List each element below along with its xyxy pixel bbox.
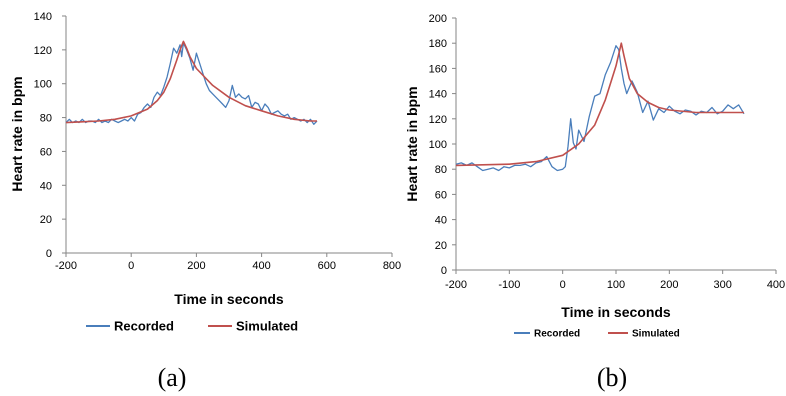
- y-tick-label: 60: [435, 189, 447, 201]
- simulated-legend-label: Simulated: [236, 319, 298, 334]
- x-axis-title: Time in seconds: [174, 291, 284, 307]
- y-tick-label: 100: [34, 79, 52, 91]
- recorded-legend-label: Recorded: [534, 329, 580, 340]
- y-tick-label: 160: [429, 63, 447, 75]
- simulated-series-line: [65, 40, 317, 124]
- x-tick-label: 0: [560, 279, 566, 291]
- y-tick-label: 200: [429, 13, 447, 25]
- y-tick-label: 60: [40, 146, 52, 158]
- x-tick-label: 600: [318, 260, 336, 272]
- simulated-series-line: [455, 42, 744, 167]
- chart-panel-b: 0 20 40 60 80 100 120 140 160 180 200 -200 -100 0 100 2…: [404, 13, 785, 392]
- y-tick-label: 0: [46, 248, 52, 260]
- y-axis-title: Heart rate in bpm: [404, 86, 420, 201]
- x-tick-label: -200: [445, 279, 467, 291]
- y-tick-label: 0: [441, 265, 447, 277]
- y-tick-label: 20: [435, 240, 447, 252]
- y-tick-label: 100: [429, 139, 447, 151]
- x-tick-label: 100: [607, 279, 625, 291]
- recorded-series-line: [455, 45, 745, 172]
- legend: Recorded Simulated: [86, 319, 298, 334]
- legend: Recorded Simulated: [514, 329, 680, 340]
- recorded-series-line: [65, 42, 318, 125]
- panel-caption-b: (b): [597, 363, 627, 392]
- x-tick-label: 800: [383, 260, 401, 272]
- y-tick-label: 180: [429, 38, 447, 50]
- x-tick-label: 200: [660, 279, 678, 291]
- x-axis-title: Time in seconds: [561, 304, 671, 320]
- y-tick-label: 20: [40, 214, 52, 226]
- y-tick-label: 120: [34, 45, 52, 57]
- x-tick-label: 300: [713, 279, 731, 291]
- recorded-legend-label: Recorded: [114, 319, 174, 334]
- panel-caption-a: (a): [158, 363, 187, 392]
- x-tick-label: -100: [498, 279, 520, 291]
- x-tick-label: 400: [767, 279, 785, 291]
- y-tick-label: 140: [429, 89, 447, 101]
- y-tick-label: 80: [40, 113, 52, 125]
- x-tick-label: 0: [128, 260, 134, 272]
- x-tick-label: -200: [55, 260, 77, 272]
- y-tick-label: 40: [40, 180, 52, 192]
- x-tick-label: 400: [252, 260, 270, 272]
- y-tick-label: 80: [435, 164, 447, 176]
- y-tick-label: 40: [435, 215, 447, 227]
- y-tick-label: 120: [429, 114, 447, 126]
- x-tick-label: 200: [187, 260, 205, 272]
- y-axis-title: Heart rate in bpm: [9, 76, 25, 191]
- y-tick-label: 140: [34, 11, 52, 23]
- simulated-legend-label: Simulated: [632, 329, 680, 340]
